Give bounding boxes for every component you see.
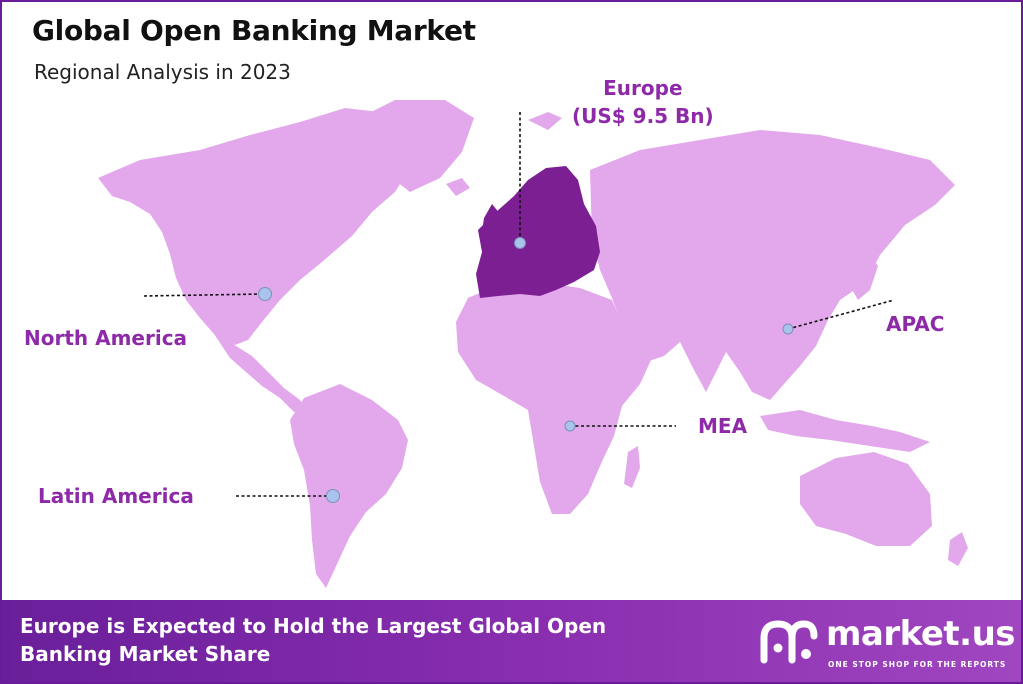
mea-label: MEA (698, 414, 748, 438)
north-america-leader-line (143, 293, 265, 297)
britain-landmass (482, 204, 500, 244)
southeast-asia-islands (760, 410, 930, 452)
new-zealand-landmass (948, 532, 968, 566)
europe-marker (514, 237, 526, 249)
north-america-marker (258, 287, 272, 301)
leader-lines (143, 112, 895, 497)
australia-landmass (800, 452, 932, 546)
land-masses (98, 100, 968, 588)
south-america-landmass (290, 384, 408, 588)
europe-highlight (476, 166, 600, 298)
footer-banner: Europe is Expected to Hold the Largest G… (2, 600, 1021, 682)
europe-label: Europe (US$ 9.5 Bn) (572, 74, 714, 130)
apac-marker (782, 323, 794, 335)
iceland-landmass (446, 178, 470, 196)
footer-headline: Europe is Expected to Hold the Largest G… (20, 614, 607, 666)
apac-label: APAC (886, 312, 945, 336)
madagascar-landmass (624, 446, 640, 488)
latin-america-marker (326, 489, 340, 503)
brand-tagline: ONE STOP SHOP FOR THE REPORTS (828, 660, 1007, 669)
market-us-logo-icon (760, 620, 818, 664)
north-america-label: North America (24, 326, 188, 350)
japan-landmass (850, 250, 878, 300)
page-title: Global Open Banking Market (32, 14, 476, 47)
europe-value: (US$ 9.5 Bn) (572, 104, 714, 128)
latin-america-label: Latin America (38, 484, 194, 508)
arabia-landmass (612, 298, 680, 362)
central-america-landmass (214, 334, 306, 412)
north-america-landmass (98, 108, 420, 346)
world-map (98, 100, 968, 588)
region-markers (258, 237, 794, 503)
europe-landmass (476, 166, 600, 298)
mea-marker (564, 420, 576, 432)
greenland-landmass (355, 100, 474, 192)
europe-name: Europe (603, 76, 683, 100)
svalbard-landmass (528, 112, 562, 130)
apac-leader-line (787, 299, 895, 330)
brand-name: market.us (826, 614, 1016, 654)
asia-landmass (590, 130, 955, 400)
africa-landmass (456, 282, 652, 514)
page-subtitle: Regional Analysis in 2023 (34, 60, 291, 84)
